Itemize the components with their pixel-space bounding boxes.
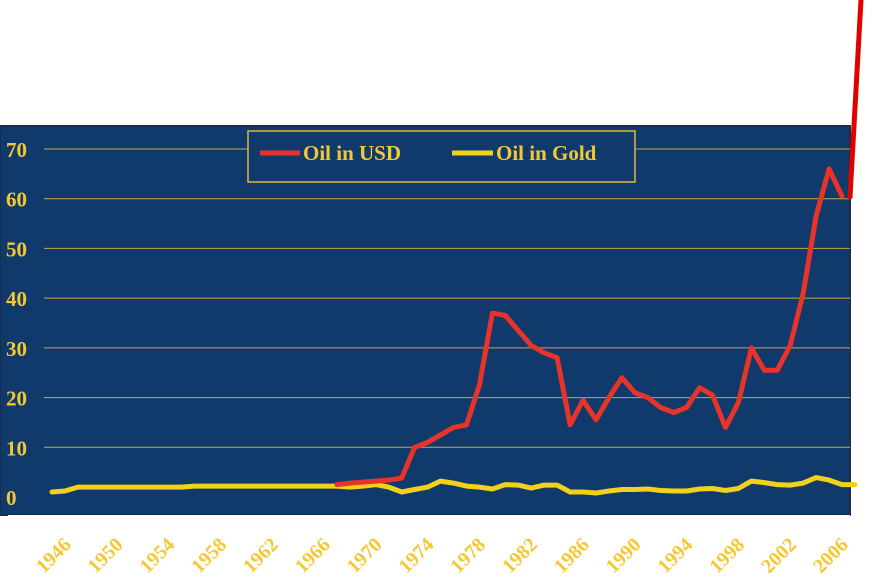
series-lines (49, 166, 858, 496)
legend-label-oil-in-usd: Oil in USD (303, 141, 401, 165)
y-tick-label: 50 (6, 237, 27, 261)
y-tick-label: 0 (6, 486, 17, 510)
series-line-oil-in-gold (49, 475, 858, 496)
legend-box (247, 130, 636, 183)
legend: Oil in USD Oil in Gold (247, 130, 636, 183)
plot-area (0, 125, 851, 516)
y-tick-label: 30 (6, 337, 27, 361)
series-line-oil-in-usd (334, 166, 845, 488)
y-tick-label: 40 (6, 287, 27, 311)
y-tick-label: 60 (6, 188, 27, 212)
legend-label-oil-in-gold: Oil in Gold (496, 141, 597, 165)
y-tick-label: 20 (6, 387, 27, 411)
y-tick-label: 10 (6, 436, 27, 460)
y-axis-ticks: 0 10 20 30 40 50 60 70 (6, 138, 27, 510)
y-tick-label: 70 (6, 138, 27, 162)
trend-arrow (847, 0, 864, 200)
gridlines (8, 148, 850, 517)
